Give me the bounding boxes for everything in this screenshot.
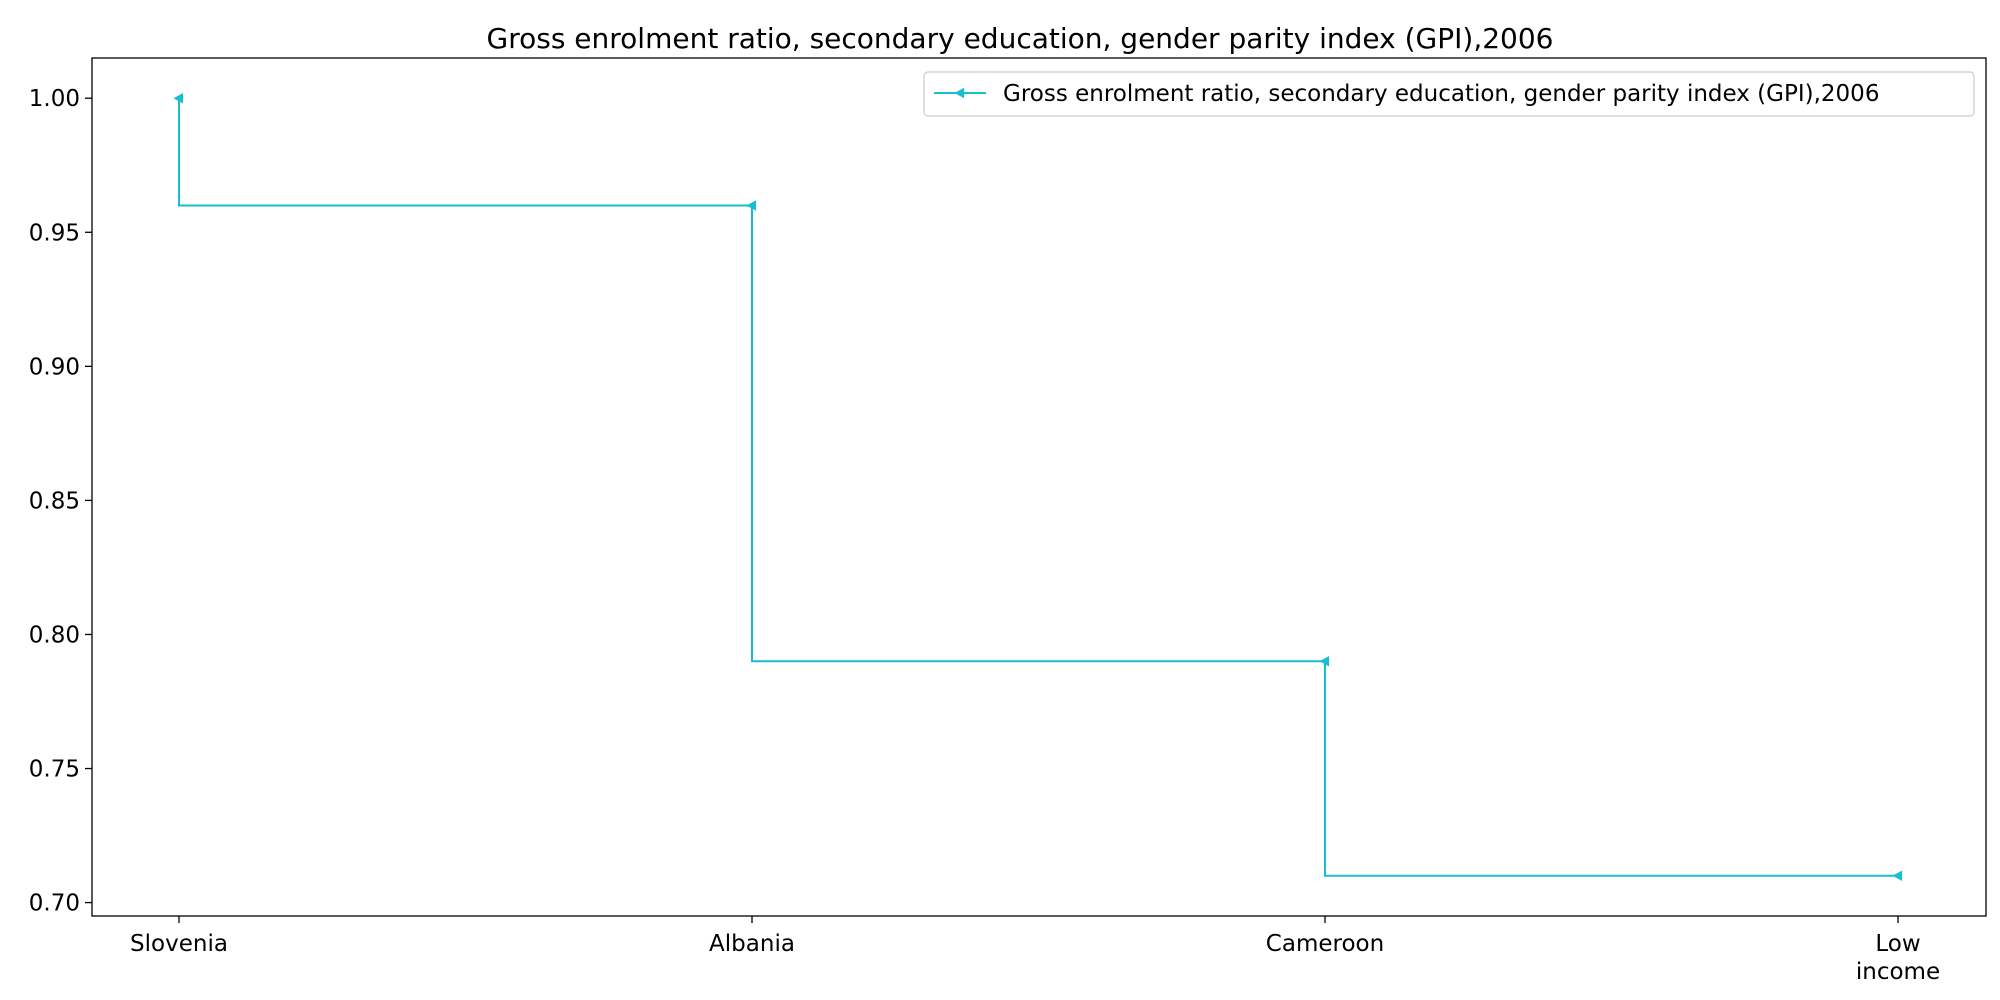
y-tick-label: 0.75 xyxy=(29,757,80,783)
y-tick-label: 0.80 xyxy=(29,622,80,648)
y-tick-label: 0.70 xyxy=(29,891,80,917)
chart-title: Gross enrolment ratio, secondary educati… xyxy=(487,22,1554,55)
x-tick-label: Cameroon xyxy=(1266,931,1384,957)
y-tick-label: 0.90 xyxy=(29,354,80,380)
data-point xyxy=(173,92,184,104)
legend-swatch xyxy=(934,87,986,99)
data-point xyxy=(1892,870,1903,882)
legend-label: Gross enrolment ratio, secondary educati… xyxy=(1003,81,1879,107)
y-tick-label: 0.95 xyxy=(29,220,80,246)
data-point xyxy=(1319,656,1330,667)
data-point xyxy=(746,200,757,211)
series-line xyxy=(178,98,1898,877)
x-tick-label: Low income xyxy=(1856,931,1940,985)
plot-area: 0.70 0.75 0.80 0.85 0.90 0.95 1.00 Slovenia Alba… xyxy=(29,57,1987,985)
legend-box xyxy=(923,71,1975,117)
x-tick-label: Slovenia xyxy=(130,931,228,957)
x-tick-label: Albania xyxy=(709,931,795,957)
y-tick-label: 0.85 xyxy=(29,488,80,514)
legend: Gross enrolment ratio, secondary educati… xyxy=(923,71,1975,117)
y-tick-label: 1.00 xyxy=(29,86,80,112)
legend-marker xyxy=(954,87,965,99)
axes-frame xyxy=(91,57,1987,917)
